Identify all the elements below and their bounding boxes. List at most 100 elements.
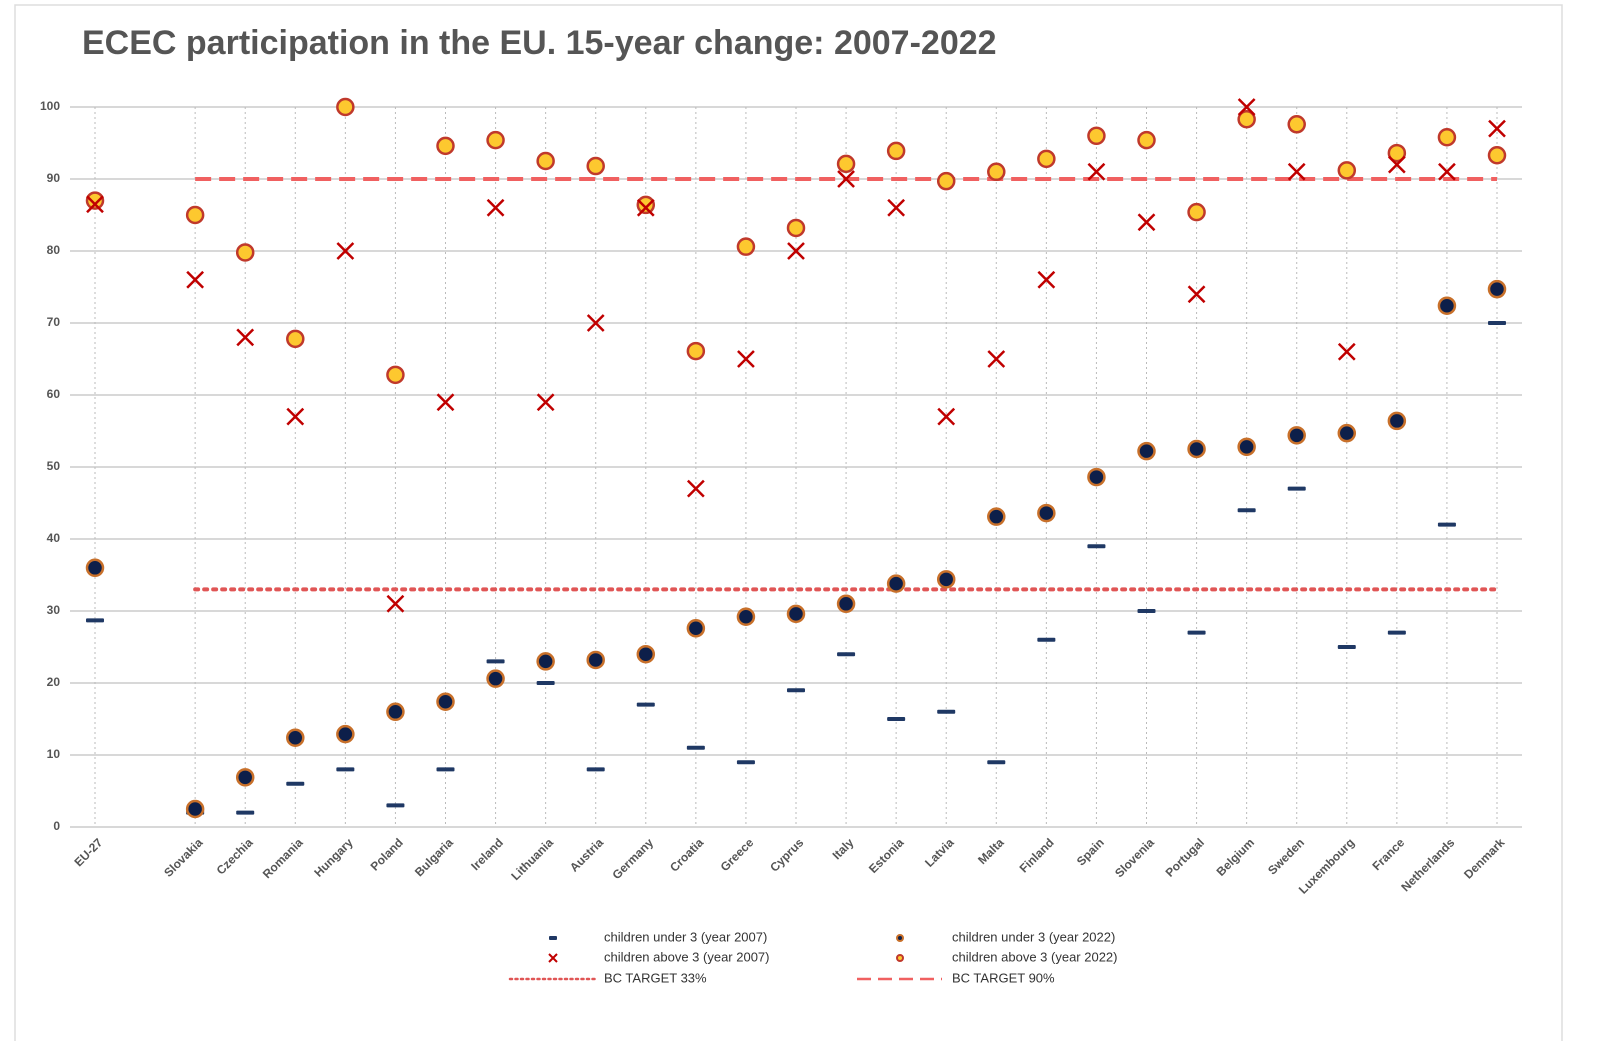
x-marker xyxy=(737,350,755,368)
legend-label: children under 3 (year 2022) xyxy=(952,929,1115,944)
y-tick-label: 20 xyxy=(47,675,61,689)
x-marker xyxy=(1237,98,1256,116)
x-marker xyxy=(686,479,705,498)
y-tick-label: 80 xyxy=(47,243,61,257)
circle-marker xyxy=(286,329,305,349)
circle-marker xyxy=(1287,115,1306,134)
legend-marker xyxy=(896,934,904,942)
circle-marker xyxy=(1037,503,1056,523)
circle-marker xyxy=(1487,145,1507,165)
dash-marker xyxy=(1287,486,1306,491)
dash-marker xyxy=(1087,544,1106,549)
circle-marker xyxy=(1437,127,1457,147)
x-tick-label: Cyprus xyxy=(767,835,806,874)
x-marker xyxy=(1287,162,1306,181)
circle-marker xyxy=(1287,426,1306,445)
circle-marker xyxy=(686,341,706,361)
x-tick-label: Portugal xyxy=(1163,835,1207,879)
x-tick-label: Sweden xyxy=(1265,835,1307,877)
circle-marker xyxy=(886,141,906,161)
circle-marker xyxy=(586,156,605,176)
x-marker xyxy=(86,195,104,214)
dash-marker xyxy=(586,767,605,772)
x-tick-label: Malta xyxy=(975,835,1007,867)
dash-marker xyxy=(386,803,405,808)
dash-marker xyxy=(987,760,1006,765)
x-marker xyxy=(1438,162,1456,181)
y-tick-label: 60 xyxy=(47,387,61,401)
circle-marker xyxy=(936,171,956,191)
dash-marker xyxy=(837,652,856,657)
x-marker xyxy=(286,407,305,426)
y-tick-label: 0 xyxy=(53,819,60,833)
y-tick-label: 100 xyxy=(40,99,60,113)
y-tick-label: 40 xyxy=(47,531,61,545)
x-tick-label: Italy xyxy=(830,835,857,862)
x-marker xyxy=(586,314,605,332)
circle-marker xyxy=(235,768,255,787)
y-tick-label: 50 xyxy=(47,459,61,473)
x-tick-label: Slovenia xyxy=(1112,835,1157,880)
x-tick-label: Croatia xyxy=(667,835,706,874)
dash-marker xyxy=(636,702,655,707)
circle-marker xyxy=(286,728,305,747)
x-marker xyxy=(1488,119,1506,138)
circle-marker xyxy=(1387,143,1407,163)
circle-marker xyxy=(1187,439,1206,459)
dash-marker xyxy=(486,659,505,664)
x-marker xyxy=(887,198,906,217)
dash-marker xyxy=(887,717,906,721)
circle-marker xyxy=(1087,126,1106,146)
circle-marker xyxy=(1337,161,1357,180)
x-marker xyxy=(1087,162,1106,181)
x-marker xyxy=(837,170,855,188)
x-marker xyxy=(1187,285,1206,304)
circle-marker xyxy=(1487,279,1507,299)
circle-marker xyxy=(586,650,605,670)
x-marker xyxy=(336,242,355,260)
legend-label: children under 3 (year 2007) xyxy=(604,929,767,944)
x-tick-label: Romania xyxy=(260,835,306,881)
circle-marker xyxy=(1037,149,1056,169)
x-tick-label: Belgium xyxy=(1214,835,1257,878)
dash-marker xyxy=(336,767,355,772)
circle-marker xyxy=(1437,296,1457,315)
circle-marker xyxy=(686,619,706,638)
y-tick-label: 30 xyxy=(47,603,61,617)
dash-marker xyxy=(1187,630,1206,635)
y-tick-label: 90 xyxy=(47,171,61,185)
legend-label: BC TARGET 33% xyxy=(604,970,707,985)
circle-marker xyxy=(1187,202,1206,222)
circle-marker xyxy=(486,669,505,688)
x-tick-label: Denmark xyxy=(1461,835,1507,881)
circle-marker xyxy=(1237,109,1256,129)
x-tick-label: Germany xyxy=(609,835,656,882)
circle-marker xyxy=(736,237,756,256)
x-tick-label: Spain xyxy=(1074,835,1107,868)
dash-marker xyxy=(1137,609,1156,613)
x-tick-label: EU-27 xyxy=(71,835,105,869)
x-marker xyxy=(1137,213,1156,232)
dash-marker xyxy=(1488,321,1506,325)
circle-marker xyxy=(336,724,355,744)
circle-marker xyxy=(1337,423,1357,443)
circle-marker xyxy=(386,702,405,722)
x-marker xyxy=(486,198,505,217)
y-tick-label: 70 xyxy=(47,315,61,329)
circle-marker xyxy=(987,162,1006,182)
circle-marker xyxy=(536,151,555,171)
circle-marker xyxy=(85,558,105,578)
circle-marker xyxy=(636,195,656,215)
circle-marker xyxy=(1137,130,1156,150)
legend-marker xyxy=(548,953,558,963)
legend-label: children above 3 (year 2022) xyxy=(952,949,1118,964)
circle-marker xyxy=(536,652,555,671)
legend-label: children above 3 (year 2007) xyxy=(604,949,770,964)
chart-title: ECEC participation in the EU. 15-year ch… xyxy=(82,24,997,62)
legend-label: BC TARGET 90% xyxy=(952,970,1055,985)
x-tick-label: Netherlands xyxy=(1398,835,1457,894)
dash-marker xyxy=(1337,645,1356,649)
dash-marker xyxy=(1037,637,1056,642)
x-tick-label: Latvia xyxy=(922,835,957,870)
circle-marker xyxy=(436,692,455,711)
